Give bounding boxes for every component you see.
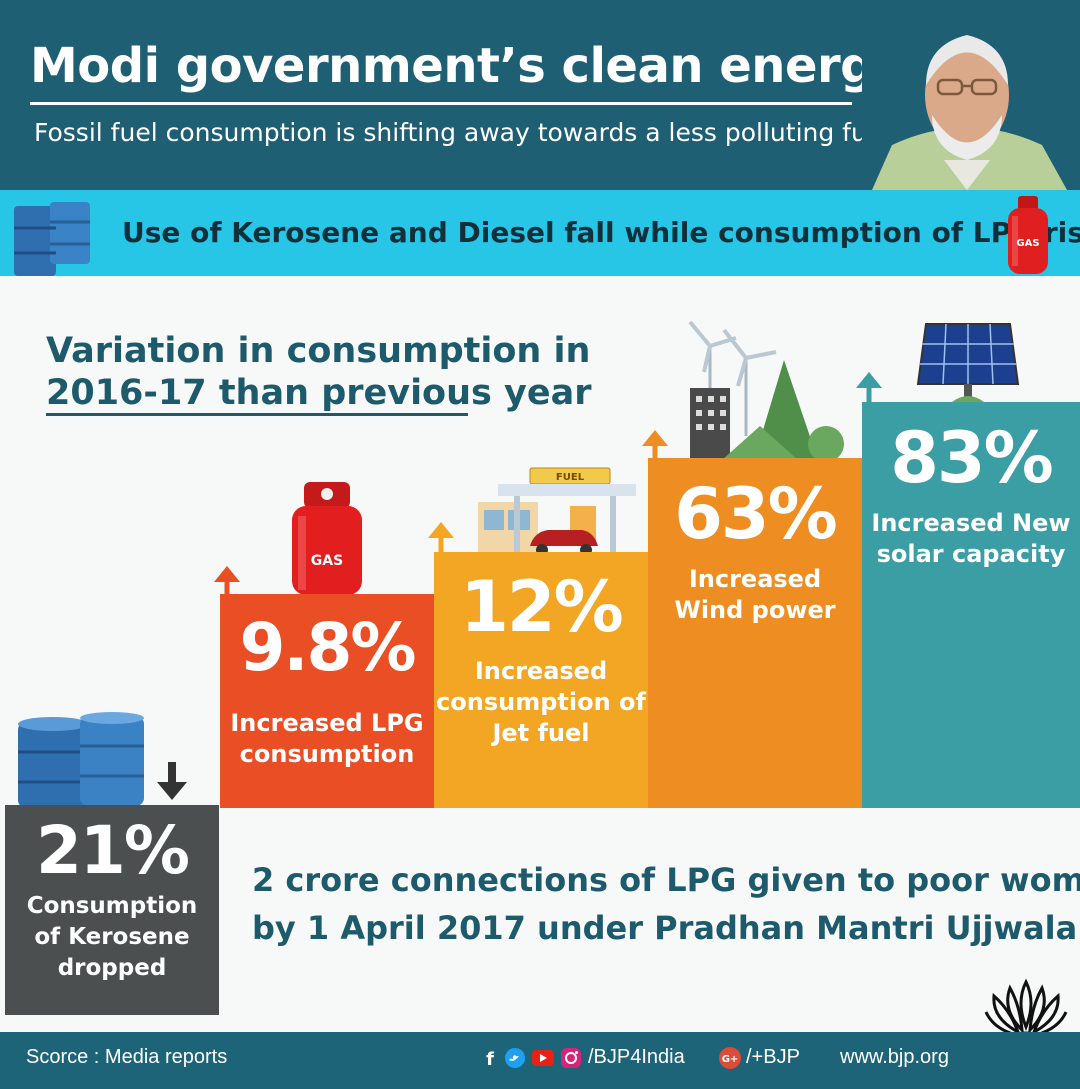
facebook-icon[interactable]: f: [482, 1048, 498, 1068]
headline-band: [0, 190, 1080, 276]
solar-bar: 83% Increased New solar capacity: [862, 402, 1080, 808]
wind-power-bar: 63% Increased Wind power: [648, 458, 862, 808]
twitter-icon[interactable]: [504, 1047, 526, 1069]
down-arrow-icon: [157, 762, 187, 800]
cylinder-label: GAS: [311, 553, 343, 569]
ujjwala-note: 2 crore connections of LPG given to poor…: [252, 856, 1080, 952]
fuel-sign-label: FUEL: [556, 472, 585, 483]
solar-label: Increased New solar capacity: [862, 508, 1080, 570]
lpg-label-line1: Increased LPG: [230, 709, 424, 737]
kerosene-box: 21% Consumption of Kerosene dropped: [5, 805, 219, 1015]
solar-label-line2: solar capacity: [876, 540, 1066, 568]
lpg-value: 9.8%: [239, 609, 416, 686]
gas-cylinder-icon: GAS: [292, 482, 362, 595]
title-underline: [30, 102, 852, 105]
source-note: Scorce : Media reports: [26, 1046, 228, 1068]
svg-text:G+: G+: [722, 1054, 739, 1065]
wind-power-value: 63%: [674, 473, 838, 555]
solar-label-line1: Increased New: [871, 509, 1071, 537]
wind-power-label-line1: Increased: [688, 565, 822, 593]
website-link[interactable]: www.bjp.org: [840, 1046, 949, 1068]
google-plus-icon[interactable]: G+: [718, 1046, 742, 1070]
gplus-handle[interactable]: /+BJP: [746, 1046, 800, 1068]
wind-power-label-line2: Wind power: [674, 596, 836, 624]
svg-text:f: f: [486, 1049, 494, 1068]
jet-fuel-bar: 12% Increased consumption of Jet fuel: [434, 552, 648, 808]
headline-text: Use of Kerosene and Diesel fall while co…: [122, 216, 1080, 249]
page-subtitle: Fossil fuel consumption is shifting away…: [34, 118, 890, 147]
section-title: Variation in consumption in 2016-17 than…: [46, 330, 591, 414]
solar-panel-icon: [916, 323, 1020, 402]
instagram-icon[interactable]: [560, 1047, 582, 1069]
solar-value: 83%: [890, 417, 1054, 499]
jet-fuel-label: Increased consumption of Jet fuel: [434, 656, 648, 749]
gas-cylinder-icon: GAS: [1008, 196, 1048, 274]
oil-barrels-icon: [14, 202, 90, 276]
kerosene-barrels-icon: [18, 712, 144, 808]
lpg-label-line2: consumption: [239, 740, 415, 768]
fuel-station-icon: FUEL: [478, 467, 636, 556]
section-title-underline: [46, 413, 468, 416]
jet-fuel-label-line2: consumption of: [436, 688, 646, 716]
section-title-line2: 2016-17 than previous year: [46, 373, 592, 413]
social-handle[interactable]: /BJP4India: [588, 1046, 685, 1068]
kerosene-label-line1: Consumption: [26, 893, 198, 919]
jet-fuel-label-line1: Increased: [474, 657, 608, 685]
youtube-icon[interactable]: [532, 1048, 554, 1068]
kerosene-label: Consumption of Kerosene dropped: [5, 891, 219, 984]
jet-fuel-value: 12%: [460, 566, 624, 648]
lpg-label: Increased LPG consumption: [220, 708, 434, 770]
cylinder-label: GAS: [1016, 238, 1039, 249]
kerosene-label-line3: dropped: [57, 955, 167, 981]
wind-turbines-icon: [688, 320, 844, 460]
ujjwala-line2: by 1 April 2017 under Pradhan Mantri Ujj…: [252, 909, 1080, 947]
kerosene-label-line2: of Kerosene: [34, 924, 190, 950]
section-title-line1: Variation in consumption in: [46, 331, 591, 371]
lpg-bar: 9.8% Increased LPG consumption: [220, 594, 434, 808]
kerosene-value: 21%: [36, 812, 190, 889]
portrait-photo: [862, 10, 1072, 190]
ujjwala-line1: 2 crore connections of LPG given to poor…: [252, 861, 1080, 899]
jet-fuel-label-line3: Jet fuel: [492, 719, 590, 747]
wind-power-label: Increased Wind power: [648, 564, 862, 626]
